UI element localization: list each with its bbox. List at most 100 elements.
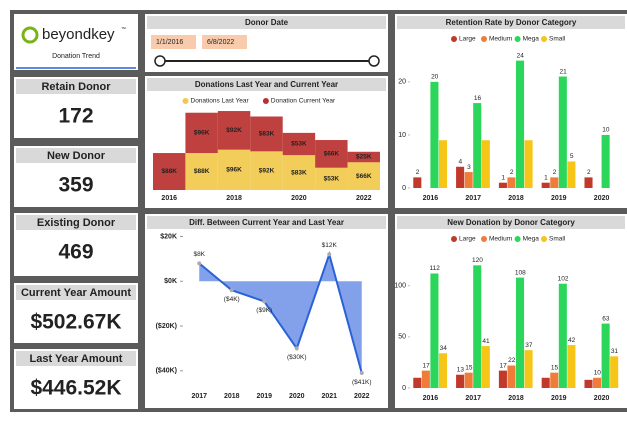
data-label: 16 — [474, 95, 482, 102]
bar — [550, 372, 559, 388]
panel-header — [147, 16, 386, 29]
y-tick-label: 0 — [402, 185, 406, 192]
point — [262, 299, 267, 304]
logo-brand: beyondkey — [42, 26, 115, 43]
data-label: ($9K) — [256, 307, 272, 314]
bar — [541, 377, 550, 388]
data-label: ($4K) — [224, 296, 240, 303]
data-label: ($30K) — [287, 354, 307, 361]
kpi-title: Retain Donor — [41, 81, 111, 93]
data-label: 10 — [602, 127, 610, 134]
data-label: 24 — [517, 52, 525, 59]
legend-dot — [481, 236, 487, 242]
legend-label: Small — [549, 236, 566, 243]
x-tick-label: 2019 — [551, 195, 567, 202]
bar — [498, 370, 507, 388]
legend-dot — [481, 36, 487, 42]
logo-icon — [21, 26, 39, 44]
legend-label: Donations Last Year — [191, 98, 250, 105]
slider-handle[interactable] — [154, 55, 166, 67]
legend-label: Medium — [489, 236, 512, 243]
y-tick-label: ($40K) — [156, 368, 177, 375]
bar — [601, 134, 610, 188]
x-tick-label: 2018 — [224, 393, 240, 400]
bar — [550, 177, 559, 188]
x-tick-label: 2017 — [465, 195, 481, 202]
kpi-header — [16, 285, 136, 300]
bar — [498, 182, 507, 188]
panel-header — [147, 216, 386, 229]
panel-header — [397, 216, 625, 229]
bar — [481, 140, 490, 188]
legend-dot — [514, 36, 521, 42]
data-label: 10 — [594, 369, 602, 376]
bar — [438, 140, 448, 188]
data-label: $83K — [259, 131, 275, 138]
ribbon-segment — [217, 149, 251, 190]
data-label: $96K — [194, 130, 210, 137]
point — [359, 371, 364, 376]
ribbon-segment — [282, 132, 316, 156]
data-label: 2 — [416, 169, 420, 176]
ribbon-segment — [315, 140, 348, 168]
data-label: 102 — [558, 275, 569, 282]
y-tick-label: $0K — [164, 278, 177, 285]
data-label: 17 — [500, 362, 508, 369]
start-date: 1/1/2016 — [156, 39, 183, 46]
data-label: 2 — [510, 169, 514, 176]
legend-dot — [451, 236, 457, 242]
y-tick-label: 50 — [398, 334, 406, 341]
x-tick-label: 2022 — [356, 195, 372, 202]
legend-dot — [182, 98, 189, 104]
data-label: $53K — [291, 141, 307, 148]
slider-handle[interactable] — [368, 55, 380, 67]
date-box[interactable] — [151, 35, 196, 49]
point — [327, 252, 332, 257]
bar — [558, 76, 567, 188]
x-tick-label: 2020 — [289, 393, 305, 400]
legend-dot — [262, 98, 269, 104]
x-tick-label: 2017 — [191, 393, 207, 400]
legend-label: Large — [459, 236, 476, 243]
data-label: 63 — [602, 315, 610, 322]
legend-dot — [541, 36, 547, 42]
x-tick-label: 2017 — [465, 395, 481, 402]
kpi-value: 469 — [58, 241, 93, 264]
x-tick-label: 2018 — [226, 195, 242, 202]
x-tick-label: 2016 — [423, 195, 439, 202]
bar — [567, 161, 576, 188]
data-label: 4 — [459, 158, 463, 165]
panel-title: Diff. Between Current Year and Last Year — [189, 218, 344, 227]
data-label: $96K — [226, 167, 242, 174]
end-date: 6/8/2022 — [207, 39, 234, 46]
data-label: 41 — [482, 338, 490, 345]
ribbon-segment — [347, 151, 380, 163]
legend-label: Large — [459, 36, 476, 43]
data-label: 20 — [431, 74, 439, 81]
data-label: 13 — [457, 366, 465, 373]
bar — [464, 172, 473, 188]
kpi-value: $446.52K — [30, 377, 121, 400]
bar — [413, 377, 422, 388]
bar — [541, 182, 550, 188]
panel-title: Retention Rate by Donor Category — [446, 18, 577, 27]
kpi-header — [16, 351, 136, 366]
legend-dot — [451, 36, 457, 42]
bar — [481, 346, 490, 388]
date-box[interactable] — [202, 35, 247, 49]
x-tick-label: 2020 — [594, 395, 610, 402]
x-tick-label: 2021 — [321, 393, 337, 400]
area-line — [198, 251, 363, 374]
data-label: $25K — [356, 154, 372, 161]
bar — [601, 323, 610, 388]
y-tick-label: $20K — [160, 233, 177, 240]
data-label: 2 — [553, 169, 557, 176]
bar — [610, 356, 619, 388]
ribbon-segment — [217, 111, 251, 150]
data-label: $88K — [161, 168, 177, 175]
kpi-value: $502.67K — [30, 311, 121, 334]
bar — [456, 166, 465, 188]
bar — [516, 277, 525, 388]
kpi-header — [16, 148, 136, 163]
